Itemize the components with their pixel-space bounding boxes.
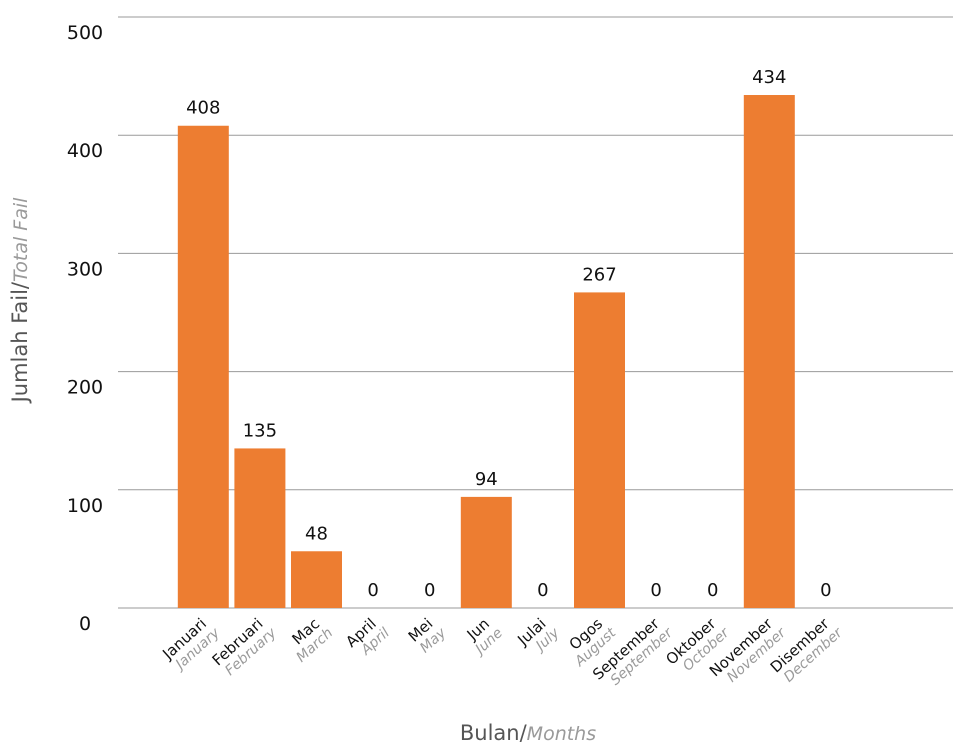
x-axis-title-main: Bulan/ bbox=[460, 721, 528, 745]
x-axis-title: Bulan/Months bbox=[460, 721, 596, 745]
bar bbox=[743, 95, 795, 608]
y-tick-label: 0 bbox=[79, 613, 91, 635]
y-axis-title-main: Jumlah Fail/ bbox=[8, 281, 32, 404]
y-tick-label: 400 bbox=[67, 140, 103, 162]
data-label: 0 bbox=[367, 580, 378, 601]
data-label: 0 bbox=[820, 580, 831, 601]
data-label: 267 bbox=[582, 264, 616, 285]
bar bbox=[291, 551, 342, 608]
y-axis-title-sub: Total Fail bbox=[10, 197, 32, 282]
bar bbox=[177, 125, 229, 608]
data-label: 48 bbox=[305, 523, 328, 544]
bars bbox=[177, 95, 795, 608]
y-tick-label: 500 bbox=[67, 22, 103, 44]
data-label: 0 bbox=[424, 580, 435, 601]
bar bbox=[234, 448, 286, 608]
data-labels: 408 135 48 0 0 94 0 267 0 0 434 0 bbox=[186, 67, 832, 601]
data-label: 135 bbox=[243, 420, 277, 441]
y-tick-label: 200 bbox=[67, 377, 103, 399]
data-label: 434 bbox=[752, 67, 786, 88]
bar bbox=[460, 496, 512, 608]
data-label: 0 bbox=[650, 580, 661, 601]
x-axis-title-sub: Months bbox=[527, 723, 597, 745]
y-axis-title: Jumlah Fail/Total Fail bbox=[8, 197, 32, 405]
y-tick-label: 300 bbox=[67, 258, 103, 280]
data-label: 0 bbox=[537, 580, 548, 601]
data-label: 0 bbox=[707, 580, 718, 601]
y-axis-ticks: 0 100 200 300 400 500 bbox=[67, 22, 103, 635]
bar bbox=[574, 292, 625, 608]
data-label: 408 bbox=[186, 98, 220, 119]
y-tick-label: 100 bbox=[67, 495, 103, 517]
data-label: 94 bbox=[475, 469, 498, 490]
